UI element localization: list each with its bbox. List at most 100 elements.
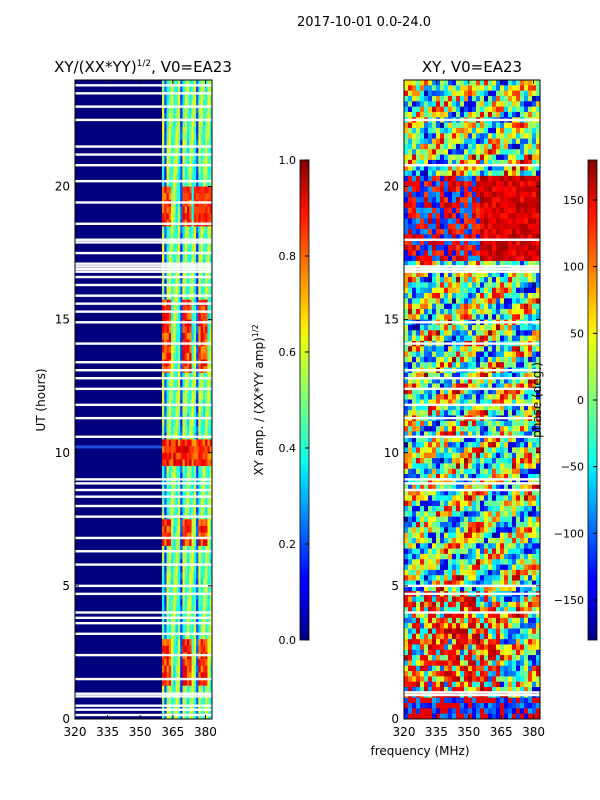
heatmap-cell bbox=[186, 352, 190, 360]
heatmap-cell bbox=[173, 532, 177, 540]
heatmap-cell bbox=[209, 672, 213, 680]
heatmap-cell bbox=[412, 170, 417, 177]
heatmap-cell bbox=[202, 106, 206, 114]
heatmap-cell bbox=[484, 207, 489, 214]
heatmap-cell bbox=[464, 495, 469, 502]
heatmap-cell bbox=[198, 139, 202, 147]
heatmap-cell bbox=[460, 133, 465, 139]
heatmap-cell bbox=[536, 388, 541, 395]
heatmap-cell bbox=[412, 181, 417, 187]
heatmap-cell bbox=[207, 419, 211, 427]
heatmap-cell bbox=[480, 282, 485, 289]
heatmap-cell bbox=[484, 399, 489, 406]
heatmap-cell bbox=[175, 659, 179, 667]
heatmap-cell bbox=[164, 452, 167, 460]
heatmap-cell bbox=[496, 277, 501, 283]
heatmap-cell bbox=[448, 404, 453, 411]
heatmap-cell bbox=[193, 625, 197, 633]
heatmap-cell bbox=[161, 659, 165, 667]
heatmap-cell bbox=[480, 106, 485, 113]
heatmap-cell bbox=[476, 245, 481, 251]
heatmap-cell bbox=[196, 93, 199, 101]
heatmap-cell bbox=[520, 175, 525, 182]
heatmap-cell bbox=[492, 356, 497, 363]
heatmap-cell bbox=[496, 495, 501, 502]
heatmap-cell bbox=[496, 245, 501, 251]
heatmap-cell bbox=[191, 399, 195, 407]
heatmap-cell bbox=[432, 165, 437, 171]
heatmap-cell bbox=[484, 229, 489, 235]
heatmap-cell bbox=[500, 234, 505, 241]
heatmap-cell bbox=[180, 233, 183, 241]
heatmap-cell bbox=[198, 126, 202, 134]
heatmap-cell bbox=[528, 229, 533, 235]
heatmap-cell bbox=[436, 474, 441, 480]
heatmap-cell bbox=[205, 632, 208, 640]
heatmap-cell bbox=[512, 495, 517, 502]
flagged-row bbox=[75, 495, 212, 498]
heatmap-cell bbox=[496, 426, 501, 432]
heatmap-cell bbox=[452, 277, 457, 283]
heatmap-cell bbox=[448, 282, 453, 289]
heatmap-cell bbox=[161, 446, 165, 454]
heatmap-cell bbox=[516, 420, 521, 427]
heatmap-cell bbox=[196, 645, 199, 653]
heatmap-cell bbox=[440, 143, 445, 150]
heatmap-cell bbox=[177, 279, 181, 287]
heatmap-cell bbox=[168, 545, 172, 553]
heatmap-cell bbox=[476, 346, 481, 352]
heatmap-cell bbox=[472, 271, 477, 278]
heatmap-cell bbox=[424, 106, 429, 113]
heatmap-cell bbox=[488, 271, 493, 278]
heatmap-cell bbox=[424, 95, 429, 102]
heatmap-cell bbox=[175, 286, 179, 294]
heatmap-cell bbox=[532, 213, 537, 219]
heatmap-cell bbox=[420, 261, 425, 267]
heatmap-cell bbox=[168, 226, 172, 234]
heatmap-cell bbox=[512, 207, 517, 214]
heatmap-cell bbox=[476, 303, 481, 310]
heatmap-cell bbox=[520, 484, 525, 491]
heatmap-cell bbox=[480, 287, 485, 294]
heatmap-cell bbox=[173, 579, 177, 587]
heatmap-cell bbox=[209, 406, 213, 414]
heatmap-cell bbox=[432, 95, 437, 102]
x-tick-label: 320 bbox=[64, 725, 87, 739]
heatmap-cell bbox=[161, 126, 165, 134]
heatmap-cell bbox=[512, 506, 517, 512]
heatmap-cell bbox=[484, 383, 489, 390]
heatmap-cell bbox=[492, 324, 497, 331]
heatmap-cell bbox=[448, 298, 453, 305]
heatmap-cell bbox=[186, 625, 190, 633]
heatmap-cell bbox=[524, 138, 529, 145]
heatmap-cell bbox=[480, 335, 485, 342]
heatmap-cell bbox=[404, 335, 409, 342]
heatmap-cell bbox=[198, 153, 202, 161]
heatmap-cell bbox=[472, 474, 477, 480]
heatmap-cell bbox=[532, 410, 537, 416]
heatmap-cell bbox=[456, 101, 461, 108]
heatmap-cell bbox=[404, 356, 409, 363]
heatmap-cell bbox=[200, 166, 204, 174]
heatmap-cell bbox=[177, 159, 181, 167]
heatmap-cell bbox=[440, 303, 445, 310]
heatmap-cell bbox=[193, 119, 197, 127]
heatmap-cell bbox=[205, 166, 208, 174]
heatmap-cell bbox=[480, 80, 485, 86]
heatmap-cell bbox=[184, 306, 188, 314]
heatmap-cell bbox=[189, 499, 192, 507]
heatmap-cell bbox=[488, 420, 493, 427]
heatmap-cell bbox=[492, 420, 497, 427]
heatmap-cell bbox=[492, 388, 497, 395]
heatmap-cell bbox=[428, 122, 433, 129]
heatmap-cell bbox=[166, 186, 170, 194]
heatmap-cell bbox=[460, 127, 465, 134]
heatmap-cell bbox=[536, 308, 541, 315]
heatmap-cell bbox=[456, 506, 461, 512]
heatmap-cell bbox=[468, 484, 473, 491]
heatmap-cell bbox=[416, 356, 421, 363]
heatmap-cell bbox=[432, 458, 437, 464]
heatmap-cell bbox=[180, 612, 183, 620]
heatmap-cell bbox=[496, 181, 501, 187]
heatmap-cell bbox=[424, 218, 429, 225]
